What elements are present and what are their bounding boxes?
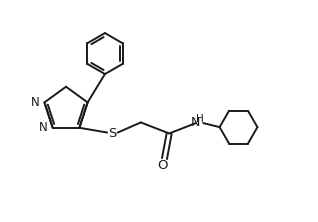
Text: O: O: [158, 159, 168, 172]
Text: H: H: [196, 114, 204, 124]
Text: N: N: [190, 116, 200, 129]
Text: S: S: [108, 127, 117, 140]
Text: N: N: [39, 121, 48, 134]
Text: N: N: [31, 96, 40, 109]
